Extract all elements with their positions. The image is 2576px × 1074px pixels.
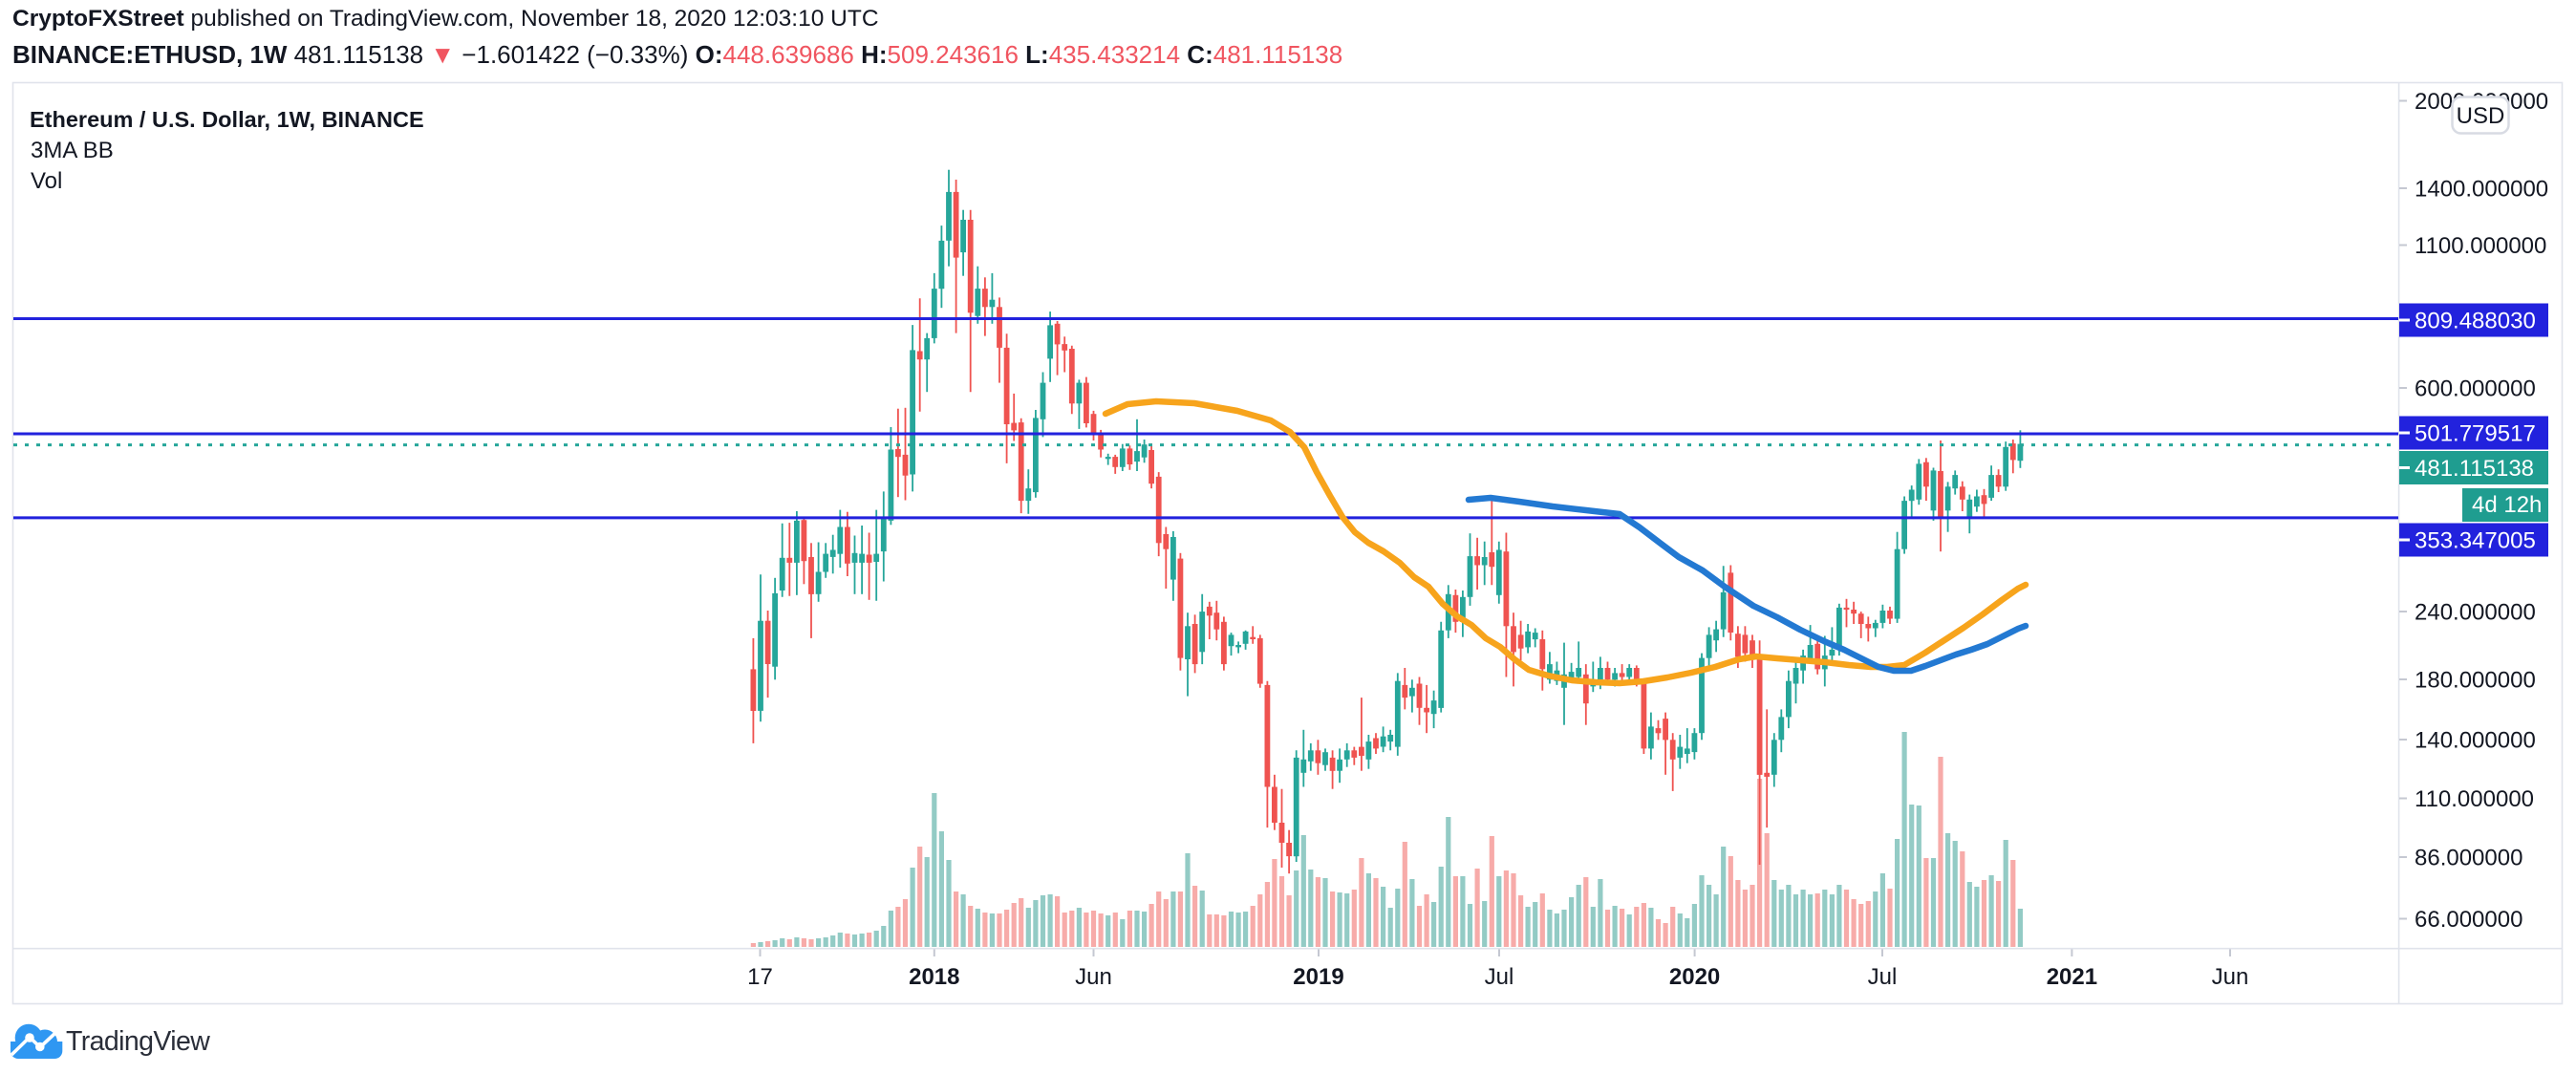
svg-text:USD: USD — [2457, 103, 2505, 129]
svg-text:2018: 2018 — [909, 964, 959, 990]
svg-text:66.000000: 66.000000 — [2415, 907, 2522, 933]
svg-text:501.779517: 501.779517 — [2415, 421, 2536, 447]
svg-text:86.000000: 86.000000 — [2415, 846, 2522, 871]
svg-text:600.000000: 600.000000 — [2415, 376, 2536, 402]
svg-text:Jul: Jul — [1485, 964, 1514, 990]
svg-text:Ethereum / U.S. Dollar, 1W, BI: Ethereum / U.S. Dollar, 1W, BINANCE — [30, 107, 424, 132]
svg-text:17: 17 — [747, 964, 773, 990]
svg-text:TradingView: TradingView — [66, 1026, 210, 1057]
svg-text:180.000000: 180.000000 — [2415, 668, 2536, 694]
svg-text:2020: 2020 — [1669, 964, 1720, 990]
svg-text:140.000000: 140.000000 — [2415, 728, 2536, 754]
svg-text:Jun: Jun — [2212, 964, 2249, 990]
svg-text:2021: 2021 — [2047, 964, 2097, 990]
svg-text:809.488030: 809.488030 — [2415, 309, 2536, 334]
svg-text:481.115138: 481.115138 — [2415, 456, 2534, 482]
svg-text:4d 12h: 4d 12h — [2472, 492, 2542, 518]
svg-text:353.347005: 353.347005 — [2415, 528, 2536, 554]
svg-text:2019: 2019 — [1293, 964, 1343, 990]
svg-text:CryptoFXStreet published on Tr: CryptoFXStreet published on TradingView.… — [12, 6, 879, 32]
svg-text:240.000000: 240.000000 — [2415, 600, 2536, 626]
svg-text:BINANCE:ETHUSD, 1W 481.115138: BINANCE:ETHUSD, 1W 481.115138 ▼ −1.60142… — [12, 40, 1342, 69]
svg-text:1100.000000: 1100.000000 — [2415, 233, 2546, 259]
svg-text:Jun: Jun — [1075, 964, 1112, 990]
svg-text:110.000000: 110.000000 — [2415, 786, 2534, 812]
svg-text:Vol: Vol — [31, 168, 62, 194]
svg-text:1400.000000: 1400.000000 — [2415, 177, 2548, 203]
svg-text:3MA BB: 3MA BB — [31, 138, 114, 163]
svg-text:Jul: Jul — [1868, 964, 1898, 990]
